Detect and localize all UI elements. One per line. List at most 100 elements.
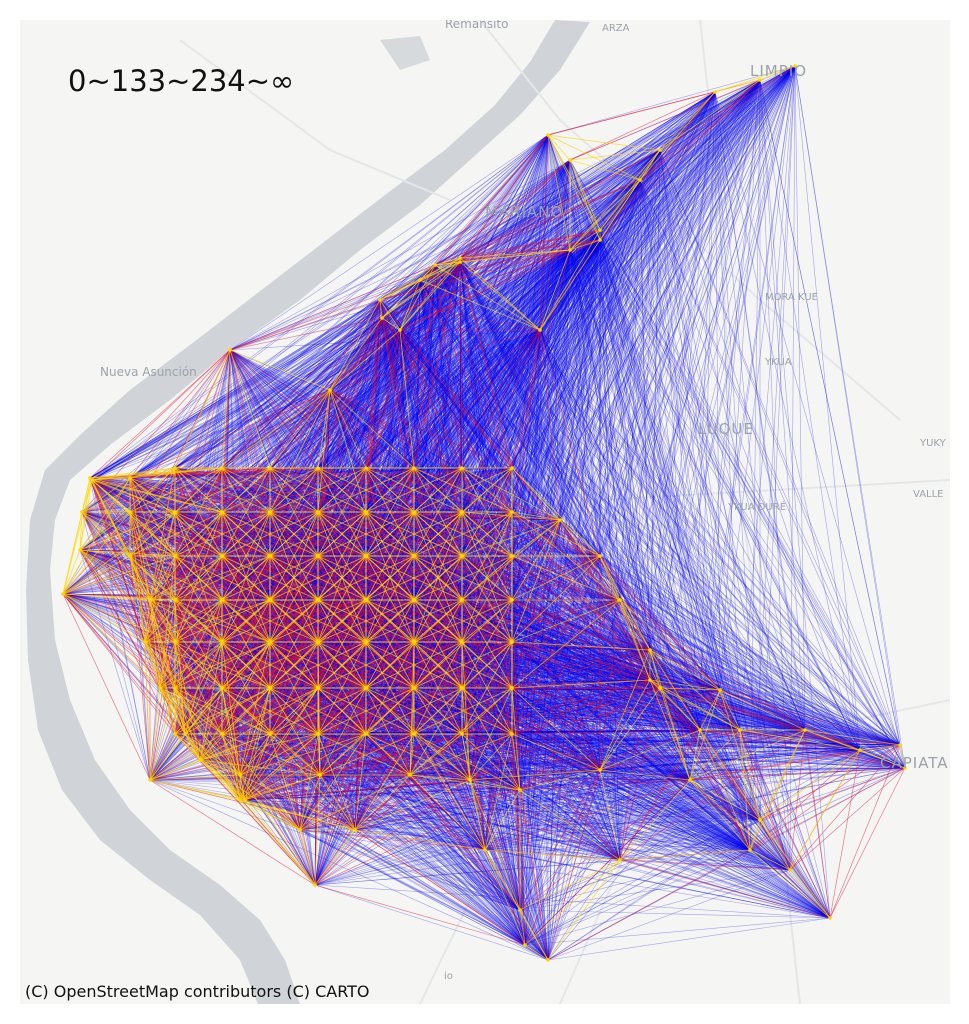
flow-edge	[469, 511, 513, 781]
flow-edge	[269, 229, 601, 469]
flow-edge	[461, 91, 716, 469]
flow-edge	[174, 317, 383, 557]
flow-edge	[413, 79, 761, 513]
flow-edge	[174, 511, 901, 746]
flow-edge	[461, 239, 601, 469]
flow-edge	[365, 159, 571, 469]
flow-edge	[511, 467, 549, 961]
flow-edge	[269, 134, 549, 469]
flow-edge	[174, 299, 381, 513]
flow-edge	[221, 511, 549, 961]
flow-edge	[269, 239, 601, 513]
flow-edge	[269, 467, 621, 601]
flow-edge	[365, 467, 651, 681]
flow-edge	[413, 159, 571, 513]
flow-edge	[317, 467, 621, 601]
flow-edge	[365, 229, 601, 469]
flow-edge	[413, 159, 571, 469]
flow-edge	[511, 467, 661, 689]
flow-edge	[317, 149, 661, 557]
flow-edge	[129, 477, 513, 513]
flow-edge	[365, 149, 661, 469]
flow-edge	[413, 65, 796, 469]
flow-edge	[419, 279, 513, 513]
flow-edge	[413, 467, 751, 851]
flow-edge	[511, 149, 661, 513]
flow-edge	[174, 229, 601, 513]
flow-edge	[365, 467, 486, 851]
flow-edge	[365, 511, 621, 861]
flow-edge	[229, 349, 367, 557]
flow-edge	[79, 511, 319, 551]
flow-edge	[794, 65, 861, 751]
flow-edge	[269, 65, 796, 513]
flow-edge	[174, 264, 436, 469]
flow-edge	[221, 65, 796, 469]
flow-edge	[511, 91, 716, 513]
map-canvas[interactable]: Remansito ARZA LIMPIO MARIANO MORA KUE N…	[20, 20, 950, 1004]
flow-edge	[269, 91, 716, 557]
flow-edge	[511, 65, 796, 513]
flow-edge	[269, 239, 601, 469]
flow-edge	[461, 134, 549, 469]
flow-edge	[221, 261, 461, 469]
flow-edge	[174, 65, 796, 513]
flow-edge	[354, 555, 415, 831]
flow-edge	[174, 467, 651, 681]
flow-edge	[269, 149, 661, 513]
flow-edge	[129, 511, 463, 557]
flow-edge	[365, 511, 751, 851]
flow-edge	[461, 555, 691, 781]
flow-edge	[174, 329, 401, 469]
flow-edge	[511, 239, 601, 469]
flow-edge	[221, 229, 601, 469]
flow-edge	[511, 91, 716, 469]
flow-map-svg	[26, 20, 950, 1004]
flow-edge	[413, 555, 741, 731]
flow-edge	[461, 179, 641, 557]
basemap	[26, 20, 950, 1004]
flow-edge	[461, 149, 661, 513]
flow-edge	[317, 511, 806, 731]
flow-edge	[413, 229, 601, 469]
flow-edge	[413, 239, 601, 557]
flow-edge	[317, 159, 571, 469]
flow-edge	[365, 229, 601, 513]
roads	[179, 20, 950, 1004]
flow-edge	[365, 261, 461, 513]
flow-edge	[174, 467, 661, 689]
flow-edge	[317, 179, 641, 513]
flow-edge	[365, 467, 761, 821]
flow-edge	[511, 511, 601, 771]
flow-edge	[174, 299, 381, 469]
flow-edge	[269, 134, 549, 513]
flow-edge	[365, 555, 751, 851]
flow-edge	[511, 467, 741, 731]
flow-edge	[317, 179, 641, 469]
flow-edge	[511, 134, 549, 469]
flow-edge	[79, 467, 463, 551]
flow-edge	[317, 149, 661, 513]
flow-edge	[317, 239, 601, 469]
flow-edge	[461, 511, 601, 771]
flow-edge	[299, 511, 513, 831]
flow-edge	[461, 511, 906, 769]
flow-edge	[461, 239, 601, 557]
flow-edge	[317, 249, 571, 469]
flow-edge	[413, 511, 741, 731]
flow-edge	[317, 467, 521, 911]
flow-edge	[269, 134, 549, 557]
flow-edge	[461, 149, 661, 469]
flow-edge	[221, 91, 716, 469]
flow-edge	[79, 511, 463, 551]
flow-edge	[413, 467, 761, 821]
flow-edge	[174, 239, 601, 513]
flow-edge	[413, 257, 461, 513]
flow-edge	[317, 467, 651, 681]
flow-edge	[269, 79, 761, 469]
flow-edge	[413, 467, 906, 769]
flow-edge	[365, 149, 661, 513]
flow-edge	[461, 134, 549, 557]
flow-edge	[269, 91, 716, 469]
flow-edge	[317, 79, 761, 469]
